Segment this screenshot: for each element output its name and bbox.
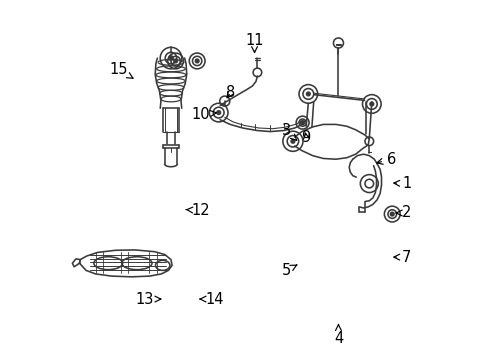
Text: 7: 7 [393, 249, 410, 265]
Text: 14: 14 [200, 292, 224, 307]
Circle shape [195, 59, 199, 63]
Circle shape [174, 59, 177, 63]
Text: 11: 11 [245, 33, 263, 53]
Text: 13: 13 [135, 292, 161, 307]
Text: 2: 2 [395, 206, 410, 220]
Circle shape [369, 102, 373, 106]
Text: 4: 4 [333, 325, 343, 346]
Text: 12: 12 [185, 203, 210, 218]
Text: 9: 9 [301, 130, 310, 145]
Text: 10: 10 [191, 107, 216, 122]
Text: 5: 5 [282, 263, 296, 278]
Circle shape [389, 212, 393, 216]
Circle shape [217, 111, 220, 114]
Circle shape [290, 139, 294, 143]
Text: 1: 1 [393, 176, 410, 191]
Text: 15: 15 [109, 62, 133, 78]
Circle shape [300, 121, 304, 125]
Text: 6: 6 [376, 152, 395, 167]
Text: 8: 8 [226, 85, 235, 100]
Circle shape [168, 56, 173, 60]
Text: 3: 3 [282, 123, 296, 140]
Circle shape [306, 92, 309, 96]
